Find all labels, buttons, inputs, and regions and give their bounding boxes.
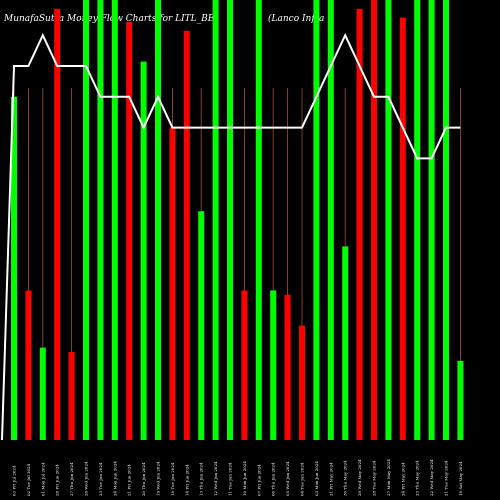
x-tick-label: 06 Thu Jun 2024: [271, 462, 276, 496]
bar: [399, 17, 406, 440]
x-tick-label: 25 Tue Jun 2024: [98, 462, 103, 496]
x-tick-label: 29 Wed May 2024: [357, 459, 362, 496]
bar: [155, 0, 161, 440]
x-tick-label: 01 Mon Jul 2024: [40, 462, 45, 496]
x-tick-label: 04 Tue Jun 2024: [300, 462, 305, 496]
bar: [25, 290, 32, 440]
bar: [457, 360, 464, 440]
x-tick-label: 11 Tue Jun 2024: [228, 462, 233, 496]
x-tick-label: 26 Wed Jun 2024: [84, 461, 89, 496]
bar: [255, 0, 262, 440]
bar: [414, 0, 421, 440]
x-tick-label: 05 Wed Jun 2024: [285, 461, 290, 496]
bar: [68, 352, 75, 440]
x-tick-label: 24 Mon Jun 2024: [112, 461, 117, 496]
x-tick-label: 22 Wed May 2024: [429, 459, 434, 496]
bar: [313, 0, 320, 440]
vertical-gridlines: [13, 88, 461, 440]
x-tick-label: 20 Thu Jun 2024: [141, 462, 146, 496]
x-tick-label: 10 Mon Jun 2024: [242, 461, 247, 496]
bar: [111, 0, 118, 440]
x-tick-label: 21 Tue May 2024: [444, 460, 449, 496]
bar: [11, 96, 17, 441]
x-tick-label: 28 Tue May 2024: [372, 460, 377, 496]
bar: [227, 0, 233, 440]
bar: [83, 0, 89, 440]
x-tick-label: 31 Fri May 2024: [328, 462, 333, 496]
bar: [299, 325, 305, 440]
chart-title: MunafaSutra Money Flow Charts for LITL_B…: [3, 14, 215, 24]
bar: [443, 0, 449, 440]
money-flow-line-path: [1, 32, 461, 441]
x-tick-label: 27 Mon May 2024: [386, 459, 391, 496]
bar: [241, 290, 248, 440]
x-tick-label: 03 Fri Jul 2024: [12, 465, 17, 496]
bar: [39, 347, 46, 440]
bar: [169, 127, 176, 440]
bar: [428, 0, 435, 440]
bar: [371, 0, 377, 440]
x-tick-label: 30 Thu May 2024: [343, 460, 348, 496]
x-tick-label: 03 Mon Jun 2024: [314, 461, 319, 496]
bar: [327, 0, 334, 440]
x-tick-label: 27 Thu Jun 2024: [69, 462, 74, 496]
bar: [212, 0, 219, 440]
x-tick-label: 19 Wed Jun 2024: [156, 461, 161, 496]
x-tick-label: 18 Tue Jun 2024: [170, 462, 175, 496]
bars: [11, 0, 464, 441]
x-tick-label: 24 Fri May 2024: [400, 462, 405, 496]
bar: [270, 290, 277, 440]
x-tick-label: 13 Thu Jun 2024: [199, 462, 204, 496]
x-tick-label: 12 Wed Jun 2024: [213, 461, 218, 496]
bar: [342, 246, 349, 440]
x-tick-label: 18 Sat May 2024: [458, 461, 463, 496]
money-flow-line: [1, 32, 461, 441]
bar: [54, 8, 61, 441]
bar: [385, 0, 392, 440]
x-tick-label: 07 Fri Jun 2024: [256, 464, 261, 496]
x-tick-labels: 03 Fri Jul 2024 02 Tue Jul 2024 01 Mon Jul…: [12, 459, 463, 496]
bar: [198, 211, 205, 440]
x-tick-label: 28 Fri Jun 2024: [55, 464, 60, 496]
bar: [126, 22, 133, 440]
bar: [284, 294, 291, 440]
x-tick-label: 02 Tue Jul 2024: [26, 463, 31, 496]
bar: [183, 30, 190, 441]
chart-title-company: (Lanco Infra: [268, 13, 324, 24]
x-tick-label: 23 Thu May 2024: [415, 460, 420, 496]
bar: [97, 0, 104, 440]
x-tick-label: 14 Fri Jun 2024: [184, 464, 189, 496]
bar: [140, 61, 147, 440]
bar: [356, 8, 363, 441]
x-tick-label: 21 Fri Jun 2024: [127, 464, 132, 496]
